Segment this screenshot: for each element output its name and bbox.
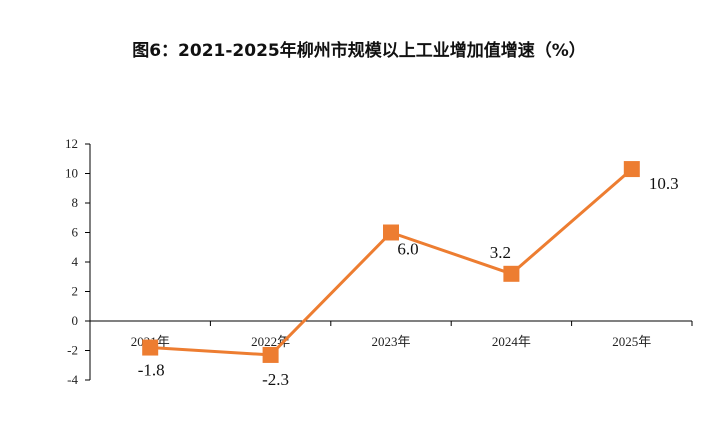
y-tick-label: 2: [72, 284, 79, 299]
x-category-label: 2024年: [492, 334, 531, 349]
data-label: -1.8: [138, 361, 165, 380]
data-point-marker: [383, 224, 399, 241]
data-point-marker: [623, 161, 640, 178]
y-tick-label: 6: [72, 225, 79, 240]
data-label: 10.3: [649, 174, 679, 193]
data-point-marker: [142, 339, 159, 356]
x-category-label: 2023年: [371, 334, 410, 349]
y-tick-label: 10: [65, 166, 78, 181]
y-tick-label: 0: [72, 313, 79, 328]
data-point-marker: [262, 346, 279, 363]
chart-title: 图6：2021-2025年柳州市规模以上工业增加值增速（%）: [132, 41, 586, 61]
y-tick-label: -4: [67, 372, 78, 387]
y-tick-label: 12: [65, 136, 78, 151]
data-point-marker: [503, 265, 520, 282]
data-label: 3.2: [490, 243, 511, 262]
x-category-label: 2025年: [612, 334, 651, 349]
y-tick-label: 8: [72, 195, 79, 210]
y-tick-label: -2: [67, 343, 78, 358]
y-tick-label: 4: [72, 254, 79, 269]
data-label: 6.0: [397, 240, 418, 259]
data-label: -2.3: [262, 370, 289, 389]
series-line: [150, 167, 633, 357]
